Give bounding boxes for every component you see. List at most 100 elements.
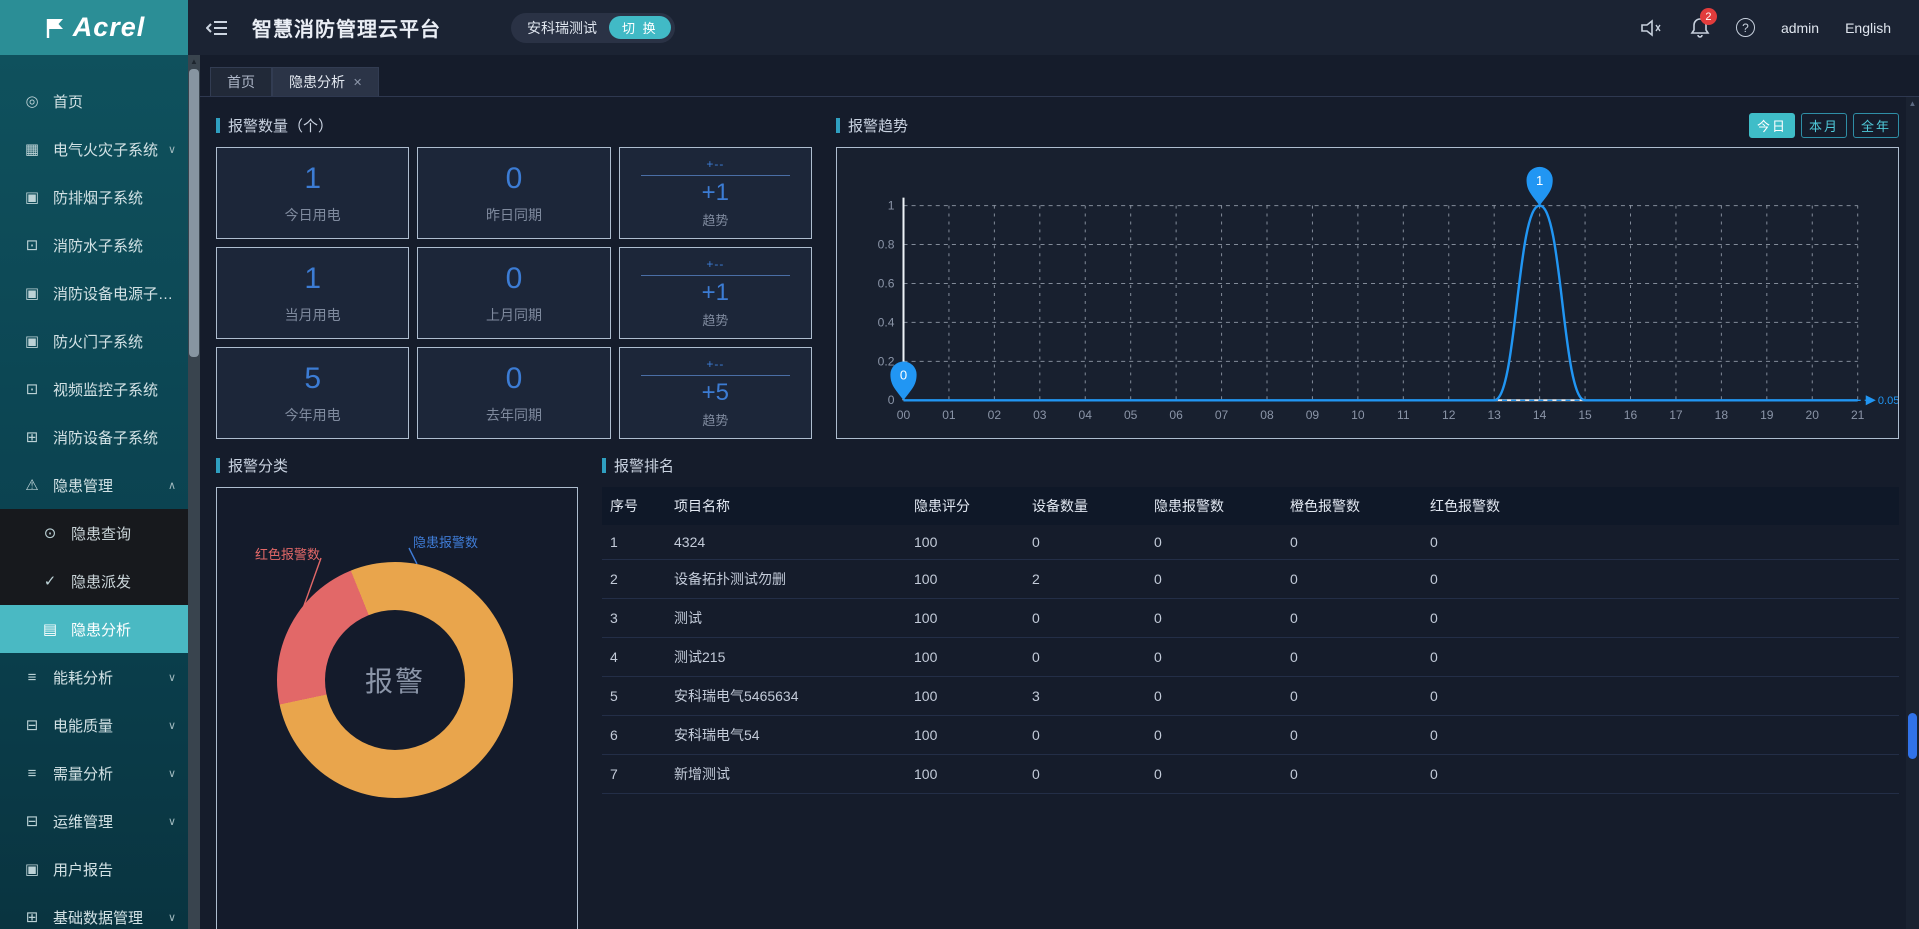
sidebar-item[interactable]: ▣ 防排烟子系统 [0, 173, 188, 221]
svg-text:0: 0 [900, 367, 907, 382]
tab-home[interactable]: 首页 [210, 67, 272, 96]
table-cell: 3 [602, 599, 666, 638]
table-cell-filler [1562, 716, 1899, 755]
table-cell: 100 [906, 716, 1024, 755]
sidebar-item-label: 消防设备子系统 [53, 427, 176, 448]
trend-card[interactable]: +--+1趋势 [619, 247, 812, 339]
speaker-icon[interactable] [1640, 18, 1664, 38]
stat-card[interactable]: 1当月用电 [216, 247, 409, 339]
collapse-sidebar-icon[interactable] [206, 18, 228, 38]
table-body: 1432410000002设备拓扑测试勿删10020003测试10000004测… [602, 525, 1899, 794]
table-row[interactable]: 7新增测试1000000 [602, 755, 1899, 794]
range-today-button[interactable]: 今日 [1749, 113, 1795, 138]
table-row[interactable]: 5安科瑞电气54656341003000 [602, 677, 1899, 716]
lock-icon: ▣ [22, 188, 42, 206]
stat-card[interactable]: 0昨日同期 [417, 147, 610, 239]
header-actions: 2 ? admin English [1640, 17, 1891, 38]
sidebar-item[interactable]: ▤隐患分析 [0, 605, 188, 653]
table-cell: 0 [1282, 560, 1422, 599]
table-cell: 100 [906, 525, 1024, 560]
sidebar-item[interactable]: ▣用户报告 [0, 845, 188, 893]
stat-label: 今日用电 [285, 205, 341, 225]
help-icon[interactable]: ? [1736, 18, 1755, 37]
alarm-classification-section: 报警分类 红色报警数 隐患报警数 报警 [216, 447, 578, 929]
sidebar-item[interactable]: ⊟运维管理∨ [0, 797, 188, 845]
table-row[interactable]: 3测试1000000 [602, 599, 1899, 638]
table-cell: 0 [1282, 525, 1422, 560]
check-icon: ✓ [40, 572, 60, 590]
table-cell-filler [1562, 638, 1899, 677]
sidebar-item[interactable]: ⊞基础数据管理∨ [0, 893, 188, 929]
table-cell: 2 [602, 560, 666, 599]
table-cell: 测试215 [666, 638, 906, 677]
sidebar-item[interactable]: ⚠隐患管理∧ [0, 461, 188, 509]
alarm-count-title: 报警数量（个） [216, 115, 333, 136]
table-cell: 0 [1282, 716, 1422, 755]
svg-text:06: 06 [1169, 408, 1183, 422]
trend-chart-box: 00.20.40.60.810.050001020304050607080910… [836, 147, 1899, 439]
sidebar-item[interactable]: ◎首页 [0, 77, 188, 125]
range-month-button[interactable]: 本月 [1801, 113, 1847, 138]
table-cell: 安科瑞电气54 [666, 716, 906, 755]
stat-card[interactable]: 1今日用电 [216, 147, 409, 239]
range-year-button[interactable]: 全年 [1853, 113, 1899, 138]
table-cell: 4324 [666, 525, 906, 560]
content-scrollbar[interactable]: ▲ [1906, 97, 1919, 929]
scroll-up-arrow[interactable]: ▲ [1906, 97, 1919, 108]
user-menu[interactable]: admin [1781, 20, 1819, 36]
chevron-down-icon: ∨ [168, 671, 176, 684]
sidebar-item[interactable]: ▣防火门子系统 [0, 317, 188, 365]
sidebar-item-label: 防排烟子系统 [53, 187, 176, 208]
sidebar-item[interactable]: ⊙隐患查询 [0, 509, 188, 557]
stat-card[interactable]: 0上月同期 [417, 247, 610, 339]
stat-card[interactable]: 5今年用电 [216, 347, 409, 439]
table-cell: 0 [1422, 525, 1562, 560]
stat-value: 0 [506, 362, 523, 396]
svg-text:03: 03 [1033, 408, 1047, 422]
donut-hole: 报警 [325, 610, 465, 750]
content-scroll-thumb[interactable] [1908, 713, 1917, 759]
trend-value: +1 [702, 279, 729, 307]
sidebar-item[interactable]: ≡需量分析∨ [0, 749, 188, 797]
sidebar-item[interactable]: ⊡消防水子系统 [0, 221, 188, 269]
switch-tenant-button[interactable]: 切 换 [609, 16, 671, 39]
table-cell: 0 [1282, 755, 1422, 794]
bell-icon[interactable]: 2 [1690, 17, 1710, 38]
sidebar-item[interactable]: ⊞消防设备子系统 [0, 413, 188, 461]
table-row[interactable]: 2设备拓扑测试勿删1002000 [602, 560, 1899, 599]
page-content: 报警数量（个） 1今日用电0昨日同期+--+1趋势1当月用电0上月同期+--+1… [200, 97, 1919, 929]
table-cell-filler [1562, 525, 1899, 560]
sidebar-item[interactable]: ≡能耗分析∨ [0, 653, 188, 701]
trend-card[interactable]: +--+5趋势 [619, 347, 812, 439]
close-icon[interactable]: ✕ [353, 76, 362, 89]
table-row[interactable]: 6安科瑞电气541000000 [602, 716, 1899, 755]
alarm-count-section: 报警数量（个） 1今日用电0昨日同期+--+1趋势1当月用电0上月同期+--+1… [216, 107, 812, 439]
stat-card[interactable]: 0去年同期 [417, 347, 610, 439]
sidebar-item[interactable]: ▦电气火灾子系统∨ [0, 125, 188, 173]
table-cell-filler [1562, 560, 1899, 599]
svg-text:00: 00 [897, 408, 911, 422]
tab-hidden-danger-analysis[interactable]: 隐患分析 ✕ [272, 67, 379, 96]
table-cell: 0 [1024, 755, 1146, 794]
tenant-switcher: 安科瑞测试 切 换 [511, 13, 675, 43]
sidebar-submenu: ⊙隐患查询✓隐患派发▤隐患分析 [0, 509, 188, 653]
table-cell: 安科瑞电气5465634 [666, 677, 906, 716]
sidebar-item[interactable]: ⊡视频监控子系统 [0, 365, 188, 413]
sidebar-item[interactable]: ⊟电能质量∨ [0, 701, 188, 749]
scroll-up-arrow[interactable]: ▲ [188, 57, 200, 66]
search-icon: ⊙ [40, 524, 60, 542]
trend-label: 趋势 [702, 210, 728, 229]
table-cell: 0 [1146, 755, 1282, 794]
sidebar-scrollbar[interactable]: ▲ [188, 55, 200, 929]
language-toggle[interactable]: English [1845, 20, 1891, 36]
trend-card[interactable]: +--+1趋势 [619, 147, 812, 239]
sidebar-scroll-thumb[interactable] [189, 69, 199, 357]
svg-text:0.8: 0.8 [878, 238, 895, 252]
sidebar-item[interactable]: ▣消防设备电源子系统 [0, 269, 188, 317]
table-row[interactable]: 143241000000 [602, 525, 1899, 560]
table-row[interactable]: 4测试2151000000 [602, 638, 1899, 677]
table-cell: 0 [1422, 638, 1562, 677]
stat-label: 上月同期 [486, 305, 542, 325]
sidebar-item[interactable]: ✓隐患派发 [0, 557, 188, 605]
svg-text:17: 17 [1669, 408, 1683, 422]
